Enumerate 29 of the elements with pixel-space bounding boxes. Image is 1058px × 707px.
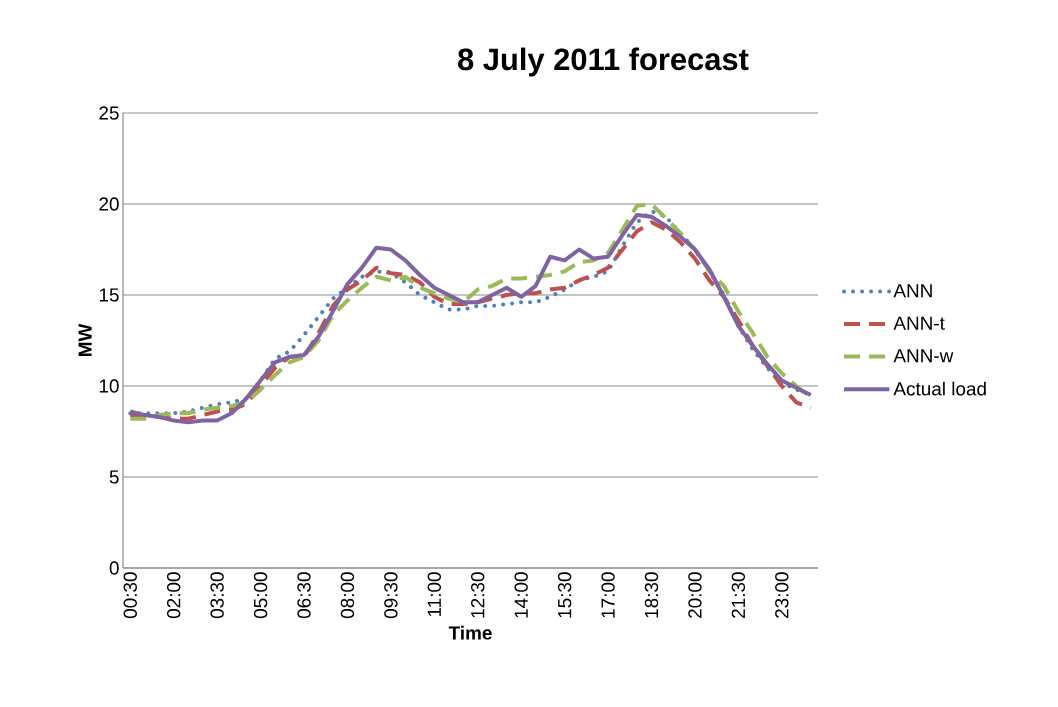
- x-tick-label: 00:30: [123, 572, 137, 619]
- y-tick-label: 0: [109, 561, 119, 575]
- x-tick-label: 20:00: [688, 572, 702, 618]
- x-tick-label: 02:00: [166, 572, 181, 619]
- x-tick-label: 17:00: [601, 572, 615, 618]
- x-tick-label: 06:30: [297, 572, 311, 619]
- x-tick-label: 08:00: [340, 572, 355, 619]
- y-tick-label: 20: [99, 197, 119, 211]
- legend-label: ANN: [893, 284, 932, 298]
- x-tick-label: 15:30: [557, 572, 572, 618]
- y-tick-label: 10: [99, 379, 119, 393]
- legend-label: ANN-t: [893, 316, 945, 330]
- legend-label: Actual load: [893, 381, 986, 396]
- x-tick-label: 03:30: [210, 572, 224, 619]
- y-tick-label: 5: [109, 470, 119, 484]
- x-axis-title: Time: [448, 625, 492, 640]
- y-axis-title: MW: [78, 323, 92, 357]
- x-tick-label: 14:00: [514, 572, 528, 618]
- y-tick-label: 25: [99, 106, 119, 120]
- x-tick-label: 09:30: [384, 572, 398, 619]
- x-tick-label: 11:00: [427, 572, 442, 617]
- legend-label: ANN-w: [893, 349, 954, 363]
- chart-title: 8 July 2011 forecast: [458, 47, 749, 77]
- x-tick-label: 21:30: [731, 572, 746, 618]
- x-tick-label: 05:00: [253, 572, 268, 619]
- x-tick-label: 23:00: [775, 572, 789, 618]
- y-tick-label: 15: [99, 288, 119, 302]
- x-tick-label: 18:30: [644, 572, 659, 618]
- x-tick-label: 12:30: [471, 572, 485, 618]
